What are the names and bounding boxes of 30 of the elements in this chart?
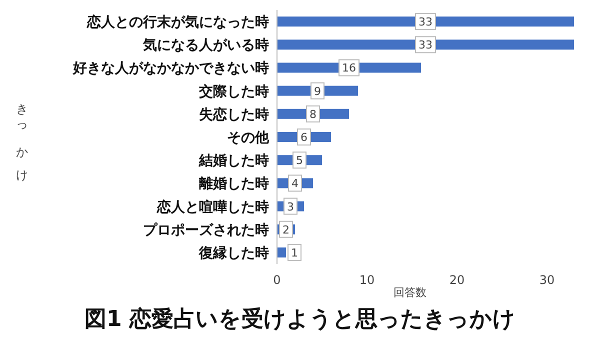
data-label: 16 xyxy=(342,62,356,75)
x-tick-label: 10 xyxy=(359,273,375,287)
y-tick-label: 失恋した時 xyxy=(199,106,269,123)
y-tick-label: 交際した時 xyxy=(198,82,269,100)
y-tick-label: 復縁した時 xyxy=(198,245,269,262)
x-tick-label: 0 xyxy=(273,273,281,287)
y-tick-label: プロポーズされた時 xyxy=(143,221,269,238)
y-tick-label: 気になる人がいる時 xyxy=(142,38,269,54)
y-tick-label: 恋人との行末が気になった時 xyxy=(86,14,269,31)
x-tick-label: 30 xyxy=(539,273,555,287)
x-axis-title: 回答数 xyxy=(394,286,426,299)
y-tick-label: 離婚した時 xyxy=(198,176,269,192)
y-tick-label: 恋人と喧嘩した時 xyxy=(156,198,269,216)
y-tick-label: その他 xyxy=(227,130,270,146)
data-label: 33 xyxy=(418,38,432,52)
bar xyxy=(277,247,286,258)
data-label: 4 xyxy=(292,177,298,190)
data-label: 2 xyxy=(282,223,290,236)
data-label: 33 xyxy=(418,16,432,29)
data-label: 8 xyxy=(310,108,316,121)
data-label: 1 xyxy=(291,246,298,260)
y-tick-label: 好きな人がなかなかできない時 xyxy=(72,60,269,77)
x-tick-label: 20 xyxy=(449,273,465,287)
y-tick-label: 結婚した時 xyxy=(198,153,269,170)
text: 図1 恋愛占いを受けようと思ったきっかけ xyxy=(84,306,516,332)
data-label: 3 xyxy=(287,200,294,214)
data-label: 9 xyxy=(314,84,321,98)
y-axis-title: きっかけ xyxy=(15,95,29,183)
data-label: 5 xyxy=(296,154,303,168)
data-label: 6 xyxy=(300,131,308,144)
